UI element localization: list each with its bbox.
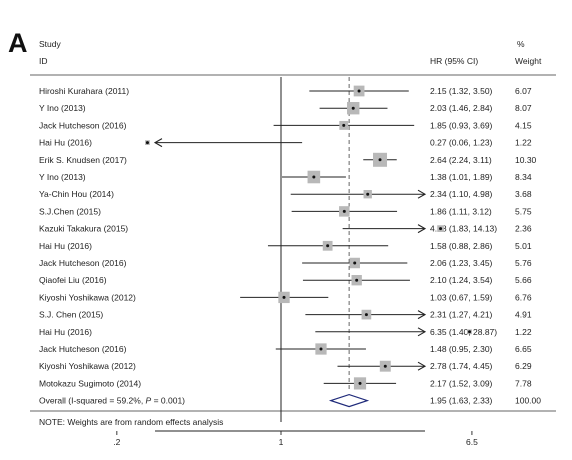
study-point-estimate: [357, 89, 361, 93]
study-weight: 6.29: [515, 361, 532, 371]
study-label: Motokazu Sugimoto (2014): [39, 378, 141, 388]
ci-arrow: [417, 361, 427, 371]
study-point-estimate: [355, 278, 359, 282]
study-hr-ci: 2.17 (1.52, 3.09): [430, 378, 493, 388]
study-label: Hai Hu (2016): [39, 138, 92, 148]
study-point-estimate: [366, 192, 370, 196]
study-label: Jack Hutcheson (2016): [39, 258, 127, 268]
study-hr-ci: 2.34 (1.10, 4.98): [430, 189, 493, 199]
study-weight: 5.76: [515, 258, 532, 268]
study-label: Kazuki Takakura (2015): [39, 224, 128, 234]
study-point-estimate: [383, 364, 387, 368]
study-label: Jack Hutcheson (2016): [39, 344, 127, 354]
study-weight: 5.66: [515, 275, 532, 285]
study-point-estimate: [353, 261, 357, 265]
study-hr-ci: 1.03 (0.67, 1.59): [430, 292, 493, 302]
study-weight: 3.68: [515, 189, 532, 199]
ci-arrow: [417, 224, 427, 234]
header-study: Study: [39, 39, 61, 49]
x-tick-label: 1: [279, 437, 284, 447]
study-label: Erik S. Knudsen (2017): [39, 155, 127, 165]
study-hr-ci: 0.27 (0.06, 1.23): [430, 138, 493, 148]
study-weight: 4.91: [515, 310, 532, 320]
study-weight: 8.34: [515, 172, 532, 182]
study-label: Hai Hu (2016): [39, 241, 92, 251]
study-hr-ci: 2.03 (1.46, 2.84): [430, 103, 493, 113]
study-hr-ci: 1.38 (1.01, 1.89): [430, 172, 493, 182]
study-point-estimate: [378, 158, 382, 162]
ci-arrow: [417, 310, 427, 320]
panel-label: A: [8, 28, 28, 58]
study-hr-ci: 1.86 (1.11, 3.12): [430, 206, 492, 216]
study-hr-ci: 2.10 (1.24, 3.54): [430, 275, 493, 285]
study-point-estimate: [319, 347, 323, 351]
study-weight: 8.07: [515, 103, 532, 113]
study-weight: 6.76: [515, 292, 532, 302]
study-weight: 2.36: [515, 224, 532, 234]
study-label: Y Ino (2013): [39, 103, 86, 113]
weights-note: NOTE: Weights are from random effects an…: [39, 417, 224, 427]
study-point-estimate: [312, 175, 316, 179]
study-weight: 6.65: [515, 344, 532, 354]
study-weight: 5.01: [515, 241, 532, 251]
header-weight: Weight: [515, 56, 542, 66]
study-label: Ya-Chin Hou (2014): [39, 189, 114, 199]
study-label: Hiroshi Kurahara (2011): [39, 86, 129, 96]
study-point-estimate: [468, 330, 472, 334]
study-weight: 4.15: [515, 120, 532, 130]
study-point-estimate: [358, 381, 362, 385]
study-label: Jack Hutcheson (2016): [39, 120, 127, 130]
ci-arrow: [417, 189, 427, 199]
study-weight: 1.22: [515, 327, 532, 337]
x-tick-label: 6.5: [466, 437, 478, 447]
study-point-estimate: [326, 244, 330, 248]
study-label: S.J. Chen (2015): [39, 310, 103, 320]
study-point-estimate: [439, 227, 443, 231]
overall-weight: 100.00: [515, 396, 541, 406]
overall-diamond: [328, 393, 370, 408]
study-hr-ci: 6.35 (1.40, 28.87): [430, 327, 497, 337]
study-point-estimate: [342, 123, 346, 127]
ci-arrow: [417, 327, 427, 337]
study-point-estimate: [364, 313, 368, 317]
study-point-estimate: [351, 106, 355, 110]
x-tick-label: .2: [113, 437, 120, 447]
study-weight: 7.78: [515, 378, 532, 388]
study-hr-ci: 2.31 (1.27, 4.21): [430, 310, 493, 320]
study-hr-ci: 1.58 (0.88, 2.86): [430, 241, 493, 251]
study-hr-ci: 2.64 (2.24, 3.11): [430, 155, 492, 165]
study-hr-ci: 4.78 (1.83, 14.13): [430, 224, 497, 234]
study-hr-ci: 2.78 (1.74, 4.45): [430, 361, 493, 371]
study-weight: 6.07: [515, 86, 532, 96]
study-hr-ci: 2.15 (1.32, 3.50): [430, 86, 493, 96]
study-weight: 10.30: [515, 155, 537, 165]
study-point-estimate: [145, 141, 149, 145]
study-point-estimate: [342, 209, 346, 213]
study-hr-ci: 2.06 (1.23, 3.45): [430, 258, 493, 268]
header-percent: %: [517, 39, 525, 49]
study-weight: 1.22: [515, 138, 532, 148]
study-label: S.J.Chen (2015): [39, 206, 101, 216]
study-label: Qiaofei Liu (2016): [39, 275, 107, 285]
study-label: Kiyoshi Yoshikawa (2012): [39, 361, 136, 371]
study-label: Hai Hu (2016): [39, 327, 92, 337]
study-hr-ci: 1.85 (0.93, 3.69): [430, 120, 493, 130]
study-label: Kiyoshi Yoshikawa (2012): [39, 292, 136, 302]
header-id: ID: [39, 56, 48, 66]
ci-arrow: [153, 138, 163, 148]
study-point-estimate: [282, 295, 286, 299]
study-hr-ci: 1.48 (0.95, 2.30): [430, 344, 493, 354]
overall-label: Overall (I-squared = 59.2%, P = 0.001): [39, 396, 185, 406]
header-hr-ci: HR (95% CI): [430, 56, 479, 66]
study-label: Y Ino (2013): [39, 172, 86, 182]
study-weight: 5.75: [515, 206, 532, 216]
overall-hr-ci: 1.95 (1.63, 2.33): [430, 396, 493, 406]
